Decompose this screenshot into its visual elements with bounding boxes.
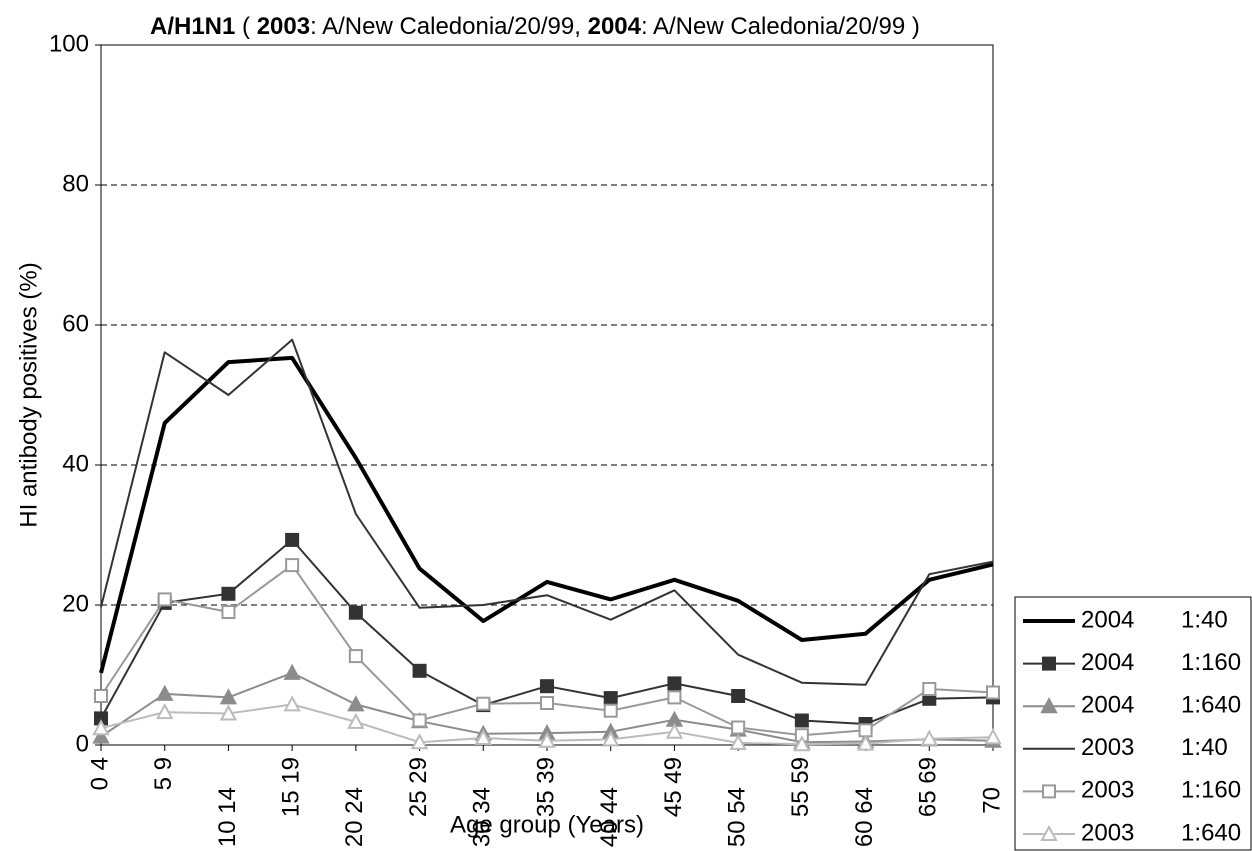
marker <box>729 733 747 750</box>
title-part: A/H1N1 <box>150 13 235 40</box>
x-tick-label: 15 19 <box>277 757 304 817</box>
legend-marker <box>1040 697 1058 714</box>
x-tick-label: 10 14 <box>214 787 241 847</box>
marker <box>156 684 174 701</box>
y-tick-label: 20 <box>62 590 89 617</box>
y-axis-label: HI antibody positives (%) <box>15 262 42 527</box>
marker <box>348 649 363 664</box>
marker <box>538 731 556 748</box>
legend-label: 2003 1:160 <box>1081 777 1241 804</box>
y-tick-label: 80 <box>62 170 89 197</box>
marker <box>221 586 236 601</box>
marker <box>94 689 108 703</box>
marker <box>283 663 301 680</box>
marker <box>603 691 618 706</box>
marker <box>986 685 1000 700</box>
marker <box>794 713 809 728</box>
marker <box>283 695 301 712</box>
x-tick-label: 25 29 <box>405 757 432 817</box>
marker <box>412 663 427 678</box>
marker <box>219 704 238 721</box>
x-tick-label: 40 44 <box>596 787 623 847</box>
marker <box>731 689 746 703</box>
marker <box>410 733 429 750</box>
marker <box>156 702 174 720</box>
x-tick-label: 50 54 <box>723 787 750 847</box>
title-part: 2004 <box>588 13 642 40</box>
y-tick-label: 100 <box>49 30 89 57</box>
marker <box>793 735 811 752</box>
legend-box <box>1014 596 1252 851</box>
marker <box>920 729 938 746</box>
legend-marker <box>1040 824 1058 841</box>
marker <box>665 722 684 739</box>
legend-marker <box>1042 656 1056 671</box>
marker <box>92 727 110 744</box>
x-tick-label: 70 <box>978 787 1005 814</box>
x-tick-label: 0 4 <box>86 757 113 790</box>
plot-frame <box>100 44 994 746</box>
marker <box>731 720 746 735</box>
marker <box>922 682 937 696</box>
x-axis-label: Age group (Years) <box>450 811 644 838</box>
series-line <box>99 355 994 674</box>
marker <box>412 713 427 728</box>
marker <box>219 688 238 705</box>
x-tick-label: 60 64 <box>851 787 878 847</box>
marker <box>347 712 365 729</box>
title-part: : A/New Caledonia/20/99 ) <box>641 13 920 40</box>
series-line <box>100 338 994 686</box>
title-part: ( <box>235 13 256 40</box>
x-tick-label: 45 49 <box>660 757 687 817</box>
legend-label: 2004 1:160 <box>1081 649 1241 676</box>
x-tick-label: 55 59 <box>787 757 814 817</box>
legend-marker <box>1042 784 1056 799</box>
marker <box>348 605 363 620</box>
y-tick-label: 0 <box>76 730 89 757</box>
marker <box>667 676 682 691</box>
x-tick-label: 65 69 <box>915 757 942 817</box>
title-part: 2003 <box>257 13 310 40</box>
marker <box>984 728 1002 745</box>
legend-label: 2004 1:640 <box>1081 692 1241 719</box>
y-tick-label: 60 <box>62 310 89 337</box>
x-tick-label: 20 24 <box>341 787 368 847</box>
legend-label: 2004 1:40 <box>1081 606 1228 633</box>
marker <box>474 728 492 745</box>
title-part: : A/New Caledonia/20/99, <box>310 13 588 40</box>
marker <box>285 532 300 547</box>
marker <box>540 679 554 694</box>
x-tick-label: 35 39 <box>532 757 559 817</box>
marker <box>92 719 110 736</box>
marker <box>540 696 554 710</box>
chart-title: A/H1N1 ( 2003: A/New Caledonia/20/99, 20… <box>150 13 920 40</box>
y-tick-label: 40 <box>62 450 89 477</box>
marker <box>157 592 172 607</box>
marker <box>285 558 300 573</box>
x-tick-label: 5 9 <box>150 757 177 790</box>
marker <box>476 696 491 711</box>
marker <box>347 695 365 712</box>
x-tick-label: 30 34 <box>469 787 496 847</box>
marker <box>221 605 236 619</box>
marker <box>602 730 620 747</box>
legend-label: 2003 1:640 <box>1081 819 1241 846</box>
marker <box>667 690 682 705</box>
marker <box>603 703 618 718</box>
marker <box>856 734 875 751</box>
legend-label: 2003 1:40 <box>1081 734 1228 761</box>
